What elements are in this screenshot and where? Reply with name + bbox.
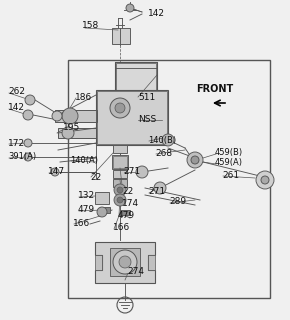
Bar: [120, 210, 130, 215]
Bar: [113, 170, 127, 178]
Text: 174: 174: [122, 199, 139, 209]
Bar: [68, 60, 270, 298]
Circle shape: [62, 127, 74, 139]
Circle shape: [117, 197, 123, 203]
Circle shape: [114, 184, 126, 196]
Text: 195: 195: [63, 124, 80, 132]
Circle shape: [154, 182, 166, 194]
Text: 132: 132: [78, 191, 95, 201]
Text: 511: 511: [138, 92, 155, 101]
Text: 271: 271: [123, 166, 140, 175]
Circle shape: [24, 139, 32, 147]
Circle shape: [191, 156, 199, 164]
Text: 140(B): 140(B): [148, 135, 176, 145]
Text: 479: 479: [118, 211, 135, 220]
Text: 166: 166: [113, 223, 130, 233]
Text: 186: 186: [75, 92, 92, 101]
Bar: [112, 28, 130, 44]
Text: 459(B): 459(B): [215, 148, 243, 157]
Text: 22: 22: [122, 188, 133, 196]
Bar: [96, 90, 168, 145]
Circle shape: [115, 103, 125, 113]
Circle shape: [114, 194, 126, 206]
Circle shape: [126, 4, 134, 12]
Bar: [97, 91, 167, 144]
Bar: [113, 145, 127, 153]
Bar: [55, 110, 97, 122]
Text: 158: 158: [82, 21, 99, 30]
Circle shape: [162, 134, 174, 146]
Bar: [112, 155, 128, 169]
Circle shape: [62, 108, 78, 124]
Circle shape: [110, 98, 130, 118]
Circle shape: [25, 95, 35, 105]
Text: 479: 479: [78, 205, 95, 214]
Text: 459(A): 459(A): [215, 158, 243, 167]
Circle shape: [97, 207, 107, 217]
Text: 289: 289: [169, 197, 186, 206]
Text: 22: 22: [90, 172, 101, 181]
Bar: [95, 255, 102, 270]
Bar: [148, 255, 155, 270]
Text: FRONT: FRONT: [196, 84, 233, 94]
Bar: [95, 192, 109, 204]
Text: NSS: NSS: [138, 116, 156, 124]
Polygon shape: [95, 242, 155, 283]
Circle shape: [117, 187, 123, 193]
Circle shape: [52, 111, 62, 121]
Circle shape: [113, 250, 137, 274]
Bar: [115, 62, 157, 92]
Text: 172: 172: [8, 139, 25, 148]
Circle shape: [24, 153, 32, 161]
Circle shape: [187, 152, 203, 168]
Circle shape: [23, 110, 33, 120]
Text: 166: 166: [73, 219, 90, 228]
Bar: [116, 63, 156, 91]
Text: 262: 262: [8, 87, 25, 97]
Circle shape: [51, 168, 59, 176]
Text: 142: 142: [148, 10, 165, 19]
Bar: [113, 156, 127, 168]
Text: 142: 142: [8, 103, 25, 113]
Bar: [110, 248, 140, 276]
Circle shape: [119, 256, 131, 268]
Text: 140(A): 140(A): [70, 156, 98, 164]
Text: 391(A): 391(A): [8, 153, 36, 162]
Text: 271: 271: [148, 188, 165, 196]
Bar: [58, 128, 96, 138]
Circle shape: [261, 176, 269, 184]
Text: 274: 274: [127, 268, 144, 276]
Text: 261: 261: [222, 171, 239, 180]
Circle shape: [256, 171, 274, 189]
Text: 268: 268: [155, 148, 172, 157]
Text: 147: 147: [48, 167, 65, 177]
Circle shape: [136, 166, 148, 178]
Bar: [100, 207, 110, 213]
Bar: [113, 179, 127, 187]
